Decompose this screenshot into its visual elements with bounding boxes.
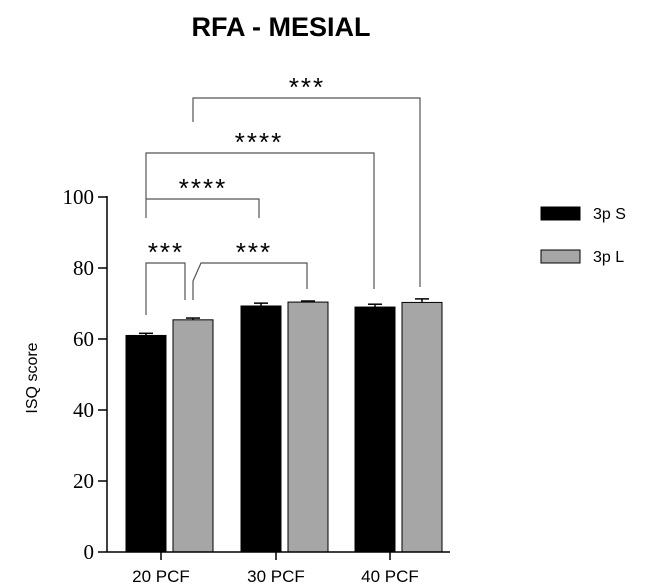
x-tick-label: 40 PCF: [361, 567, 419, 586]
legend-swatch: [540, 206, 581, 221]
y-tick-label: 20: [73, 469, 94, 493]
bar-3p-s-20-pcf: [125, 334, 167, 553]
y-tick-label: 0: [84, 540, 95, 564]
bar-3p-l-30-pcf: [287, 301, 329, 553]
y-tick-label: 100: [63, 185, 95, 209]
significance-bracket: [192, 97, 421, 287]
significance-label: ***: [148, 237, 184, 267]
significance-label: ****: [179, 173, 227, 203]
y-axis-label: ISQ score: [24, 342, 41, 413]
chart-title: RFA - MESIAL: [192, 12, 371, 42]
significance-bracket: [145, 152, 375, 289]
significance-label: ***: [236, 237, 272, 267]
y-tick-label: 60: [73, 327, 94, 351]
y-tick-label: 40: [73, 398, 94, 422]
bar-3p-l-20-pcf: [172, 319, 214, 553]
significance-bracket: [145, 190, 260, 218]
significance-label: ***: [289, 72, 325, 102]
legend-swatch: [540, 249, 581, 264]
significance-bracket: [145, 262, 186, 315]
legend-label: 3p S: [593, 206, 626, 223]
significance-bracket: [192, 262, 308, 300]
y-tick-label: 80: [73, 256, 94, 280]
x-tick-label: 30 PCF: [247, 567, 305, 586]
bar-3p-l-40-pcf: [401, 301, 443, 553]
bar-3p-s-30-pcf: [240, 305, 282, 553]
significance-label: ****: [235, 127, 283, 157]
bar-3p-s-40-pcf: [354, 306, 396, 553]
legend-label: 3p L: [593, 249, 624, 266]
x-tick-label: 20 PCF: [132, 567, 190, 586]
